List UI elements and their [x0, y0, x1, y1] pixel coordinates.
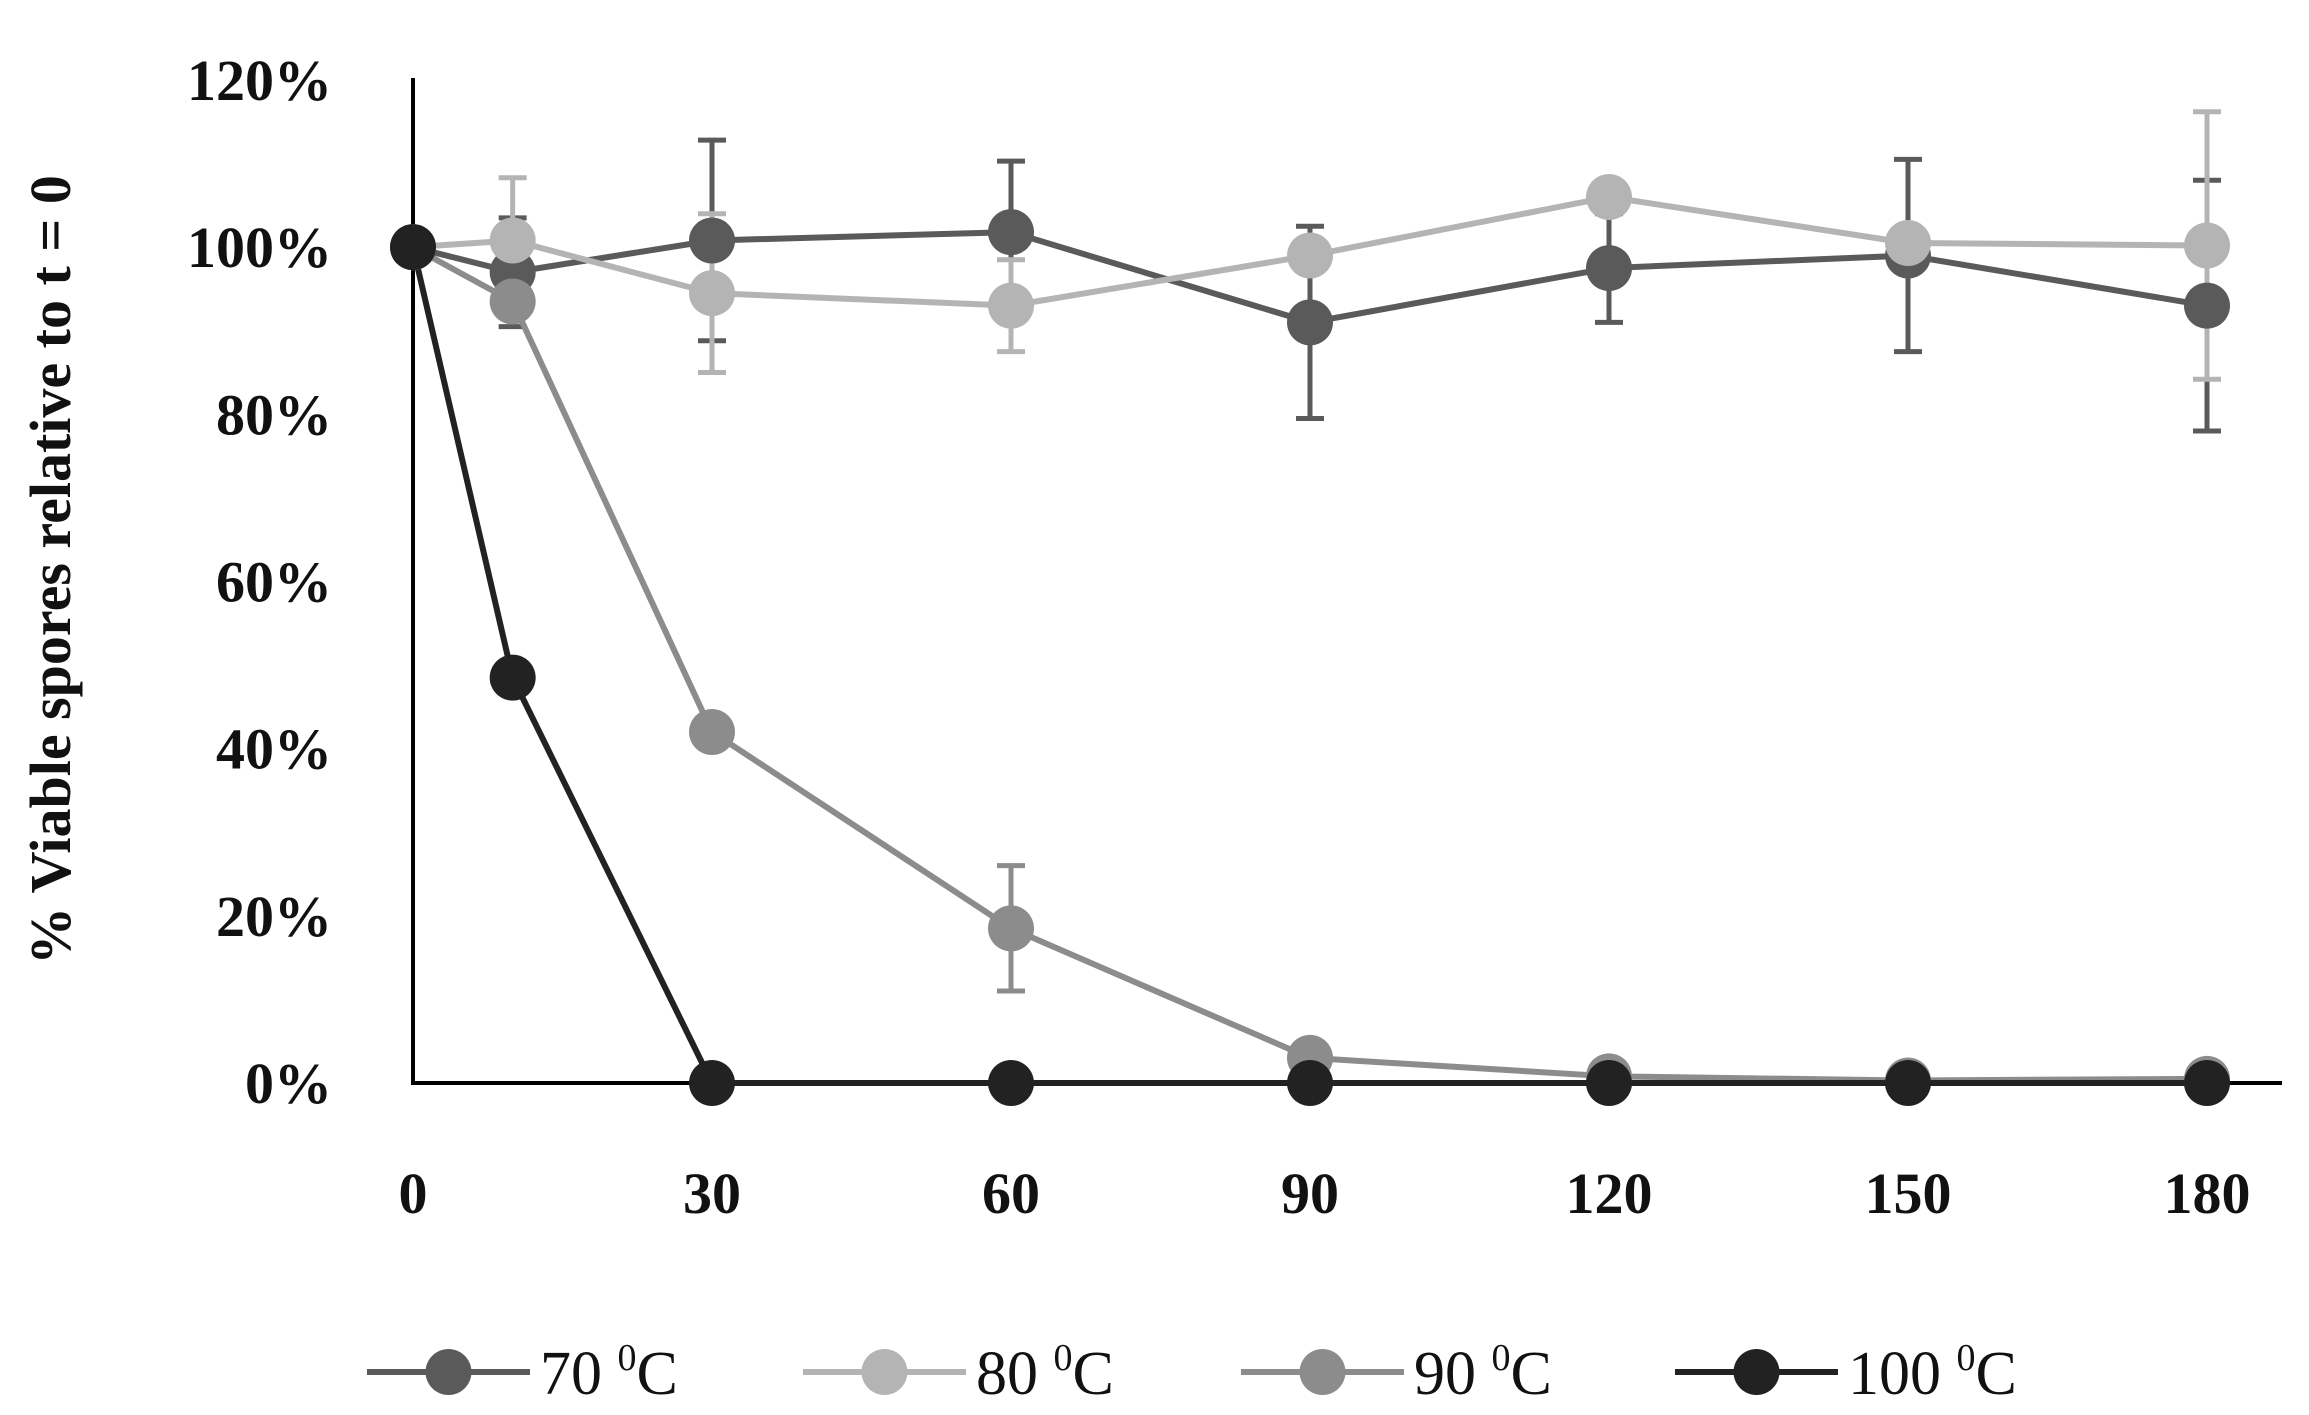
series-lines	[410, 194, 2208, 1086]
legend-swatch-marker	[425, 1349, 472, 1395]
data-point-70c	[988, 209, 1034, 256]
series-line-70c	[412, 229, 2208, 326]
data-point-80c	[1287, 232, 1333, 279]
legend-item-70c: 70 0C	[367, 1337, 678, 1408]
data-point-80c	[489, 217, 536, 264]
legend: 70 0C 80 0C 90 0C 100 0C	[367, 1337, 2017, 1408]
data-point-100c	[2184, 1060, 2230, 1106]
series-points	[390, 174, 2230, 1106]
x-tick-labels: 0 30 60 90 120 150 180	[399, 1161, 2251, 1226]
legend-swatch-marker	[1733, 1349, 1780, 1395]
data-point-100c	[489, 654, 536, 701]
legend-item-100c: 100 0C	[1675, 1337, 2017, 1408]
series-line-80c	[412, 194, 2208, 309]
series-line-100c	[410, 246, 2207, 1086]
data-point-80c	[988, 282, 1034, 329]
data-point-70c	[689, 217, 735, 264]
data-point-80c	[1586, 174, 1632, 221]
x-tick-label: 0	[399, 1161, 428, 1226]
data-point-100c	[1885, 1060, 1931, 1106]
data-point-80c	[689, 270, 735, 317]
data-point-90c	[489, 278, 536, 325]
y-tick-labels: 0% 20% 40% 60% 80% 100% 120%	[187, 48, 332, 1116]
data-point-100c	[1287, 1060, 1333, 1106]
y-tick-label: 0%	[245, 1051, 332, 1116]
legend-label: 70 0C	[540, 1337, 678, 1408]
x-tick-label: 60	[982, 1161, 1040, 1226]
series-line-90c	[411, 244, 2208, 1084]
y-tick-label: 120%	[187, 48, 332, 113]
legend-swatch-marker	[1299, 1349, 1346, 1395]
data-point-70c	[1586, 245, 1632, 292]
x-tick-label: 150	[1865, 1161, 1952, 1226]
data-point-90c	[689, 708, 735, 755]
y-tick-label: 60%	[216, 550, 332, 615]
legend-label: 100 0C	[1848, 1337, 2017, 1408]
legend-label: 80 0C	[976, 1337, 1114, 1408]
data-point-100c	[689, 1060, 735, 1106]
x-tick-label: 180	[2164, 1161, 2251, 1226]
y-tick-label: 80%	[216, 382, 332, 447]
data-point-100c	[988, 1060, 1034, 1106]
data-point-80c	[2184, 222, 2230, 269]
legend-item-80c: 80 0C	[803, 1337, 1114, 1408]
data-point-70c	[2184, 282, 2230, 329]
data-point-100c	[390, 224, 436, 271]
x-tick-label: 30	[683, 1161, 741, 1226]
data-point-90c	[988, 905, 1034, 952]
legend-label: 90 0C	[1414, 1337, 1552, 1408]
y-tick-label: 100%	[187, 215, 332, 280]
x-tick-label: 120	[1566, 1161, 1653, 1226]
data-point-80c	[1885, 219, 1931, 266]
y-tick-label: 40%	[216, 717, 332, 782]
data-point-100c	[1586, 1060, 1632, 1106]
legend-item-90c: 90 0C	[1241, 1337, 1552, 1408]
legend-swatch-marker	[861, 1349, 908, 1395]
y-axis-title: % Viable spores relative to t = 0	[18, 175, 83, 965]
y-tick-label: 20%	[216, 884, 332, 949]
x-tick-label: 90	[1281, 1161, 1339, 1226]
data-point-70c	[1287, 299, 1333, 346]
